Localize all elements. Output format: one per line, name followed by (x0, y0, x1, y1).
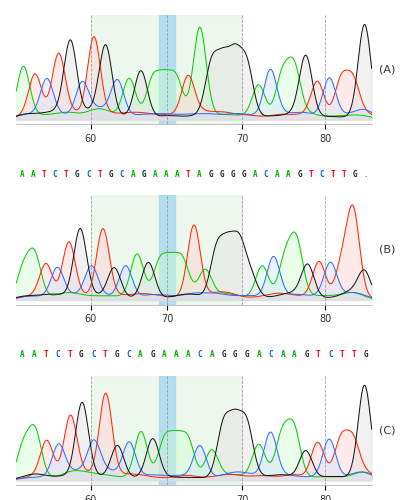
Text: A: A (153, 170, 157, 179)
Text: C: C (91, 350, 95, 360)
Text: G: G (297, 170, 302, 179)
Text: G: G (150, 350, 155, 360)
Text: T: T (308, 170, 313, 179)
Bar (159, 196, 175, 304)
Text: C: C (120, 170, 124, 179)
Text: A: A (292, 350, 297, 360)
Bar (159, 376, 175, 485)
Text: G: G (364, 350, 368, 360)
Text: A: A (130, 170, 135, 179)
Text: G: G (245, 350, 250, 360)
Bar (91, 196, 242, 304)
Text: A: A (275, 170, 280, 179)
Text: C: C (269, 350, 273, 360)
Text: A: A (138, 350, 143, 360)
Text: G: G (142, 170, 146, 179)
Text: C: C (55, 350, 60, 360)
Text: A: A (186, 350, 190, 360)
Text: T: T (44, 350, 48, 360)
Text: A: A (31, 170, 35, 179)
Text: G: G (221, 350, 226, 360)
Text: G: G (115, 350, 119, 360)
Text: C: C (198, 350, 202, 360)
Text: G: G (242, 170, 246, 179)
Text: T: T (351, 350, 356, 360)
Text: G: G (219, 170, 224, 179)
Text: A: A (253, 170, 257, 179)
Text: G: G (108, 170, 113, 179)
Text: T: T (342, 170, 346, 179)
Bar (91, 376, 242, 485)
Text: T: T (67, 350, 72, 360)
Text: T: T (64, 170, 68, 179)
Text: C: C (328, 350, 332, 360)
Text: A: A (257, 350, 261, 360)
Text: T: T (186, 170, 191, 179)
Text: T: T (97, 170, 102, 179)
Text: G: G (231, 170, 235, 179)
Text: A: A (32, 350, 36, 360)
Text: C: C (53, 170, 57, 179)
Text: G: G (353, 170, 357, 179)
Text: C: C (86, 170, 90, 179)
Text: C: C (126, 350, 131, 360)
Text: A: A (286, 170, 290, 179)
Text: (B): (B) (379, 245, 395, 255)
Text: G: G (233, 350, 238, 360)
Text: (C): (C) (379, 426, 395, 436)
Text: A: A (164, 170, 168, 179)
Text: A: A (197, 170, 202, 179)
Text: G: G (75, 170, 80, 179)
Text: T: T (42, 170, 46, 179)
Text: A: A (19, 170, 24, 179)
Bar (159, 15, 175, 124)
Text: C: C (320, 170, 324, 179)
Text: C: C (264, 170, 268, 179)
Text: G: G (208, 170, 213, 179)
Text: T: T (316, 350, 321, 360)
Text: A: A (174, 350, 179, 360)
Text: T: T (103, 350, 107, 360)
Text: A: A (162, 350, 166, 360)
Text: A: A (175, 170, 179, 179)
Text: G: G (79, 350, 84, 360)
Text: A: A (280, 350, 285, 360)
Text: A: A (20, 350, 24, 360)
Text: .: . (364, 170, 368, 179)
Text: T: T (330, 170, 335, 179)
Bar (91, 15, 242, 124)
Text: (A): (A) (379, 64, 395, 74)
Text: A: A (209, 350, 214, 360)
Text: G: G (304, 350, 309, 360)
Text: T: T (340, 350, 344, 360)
